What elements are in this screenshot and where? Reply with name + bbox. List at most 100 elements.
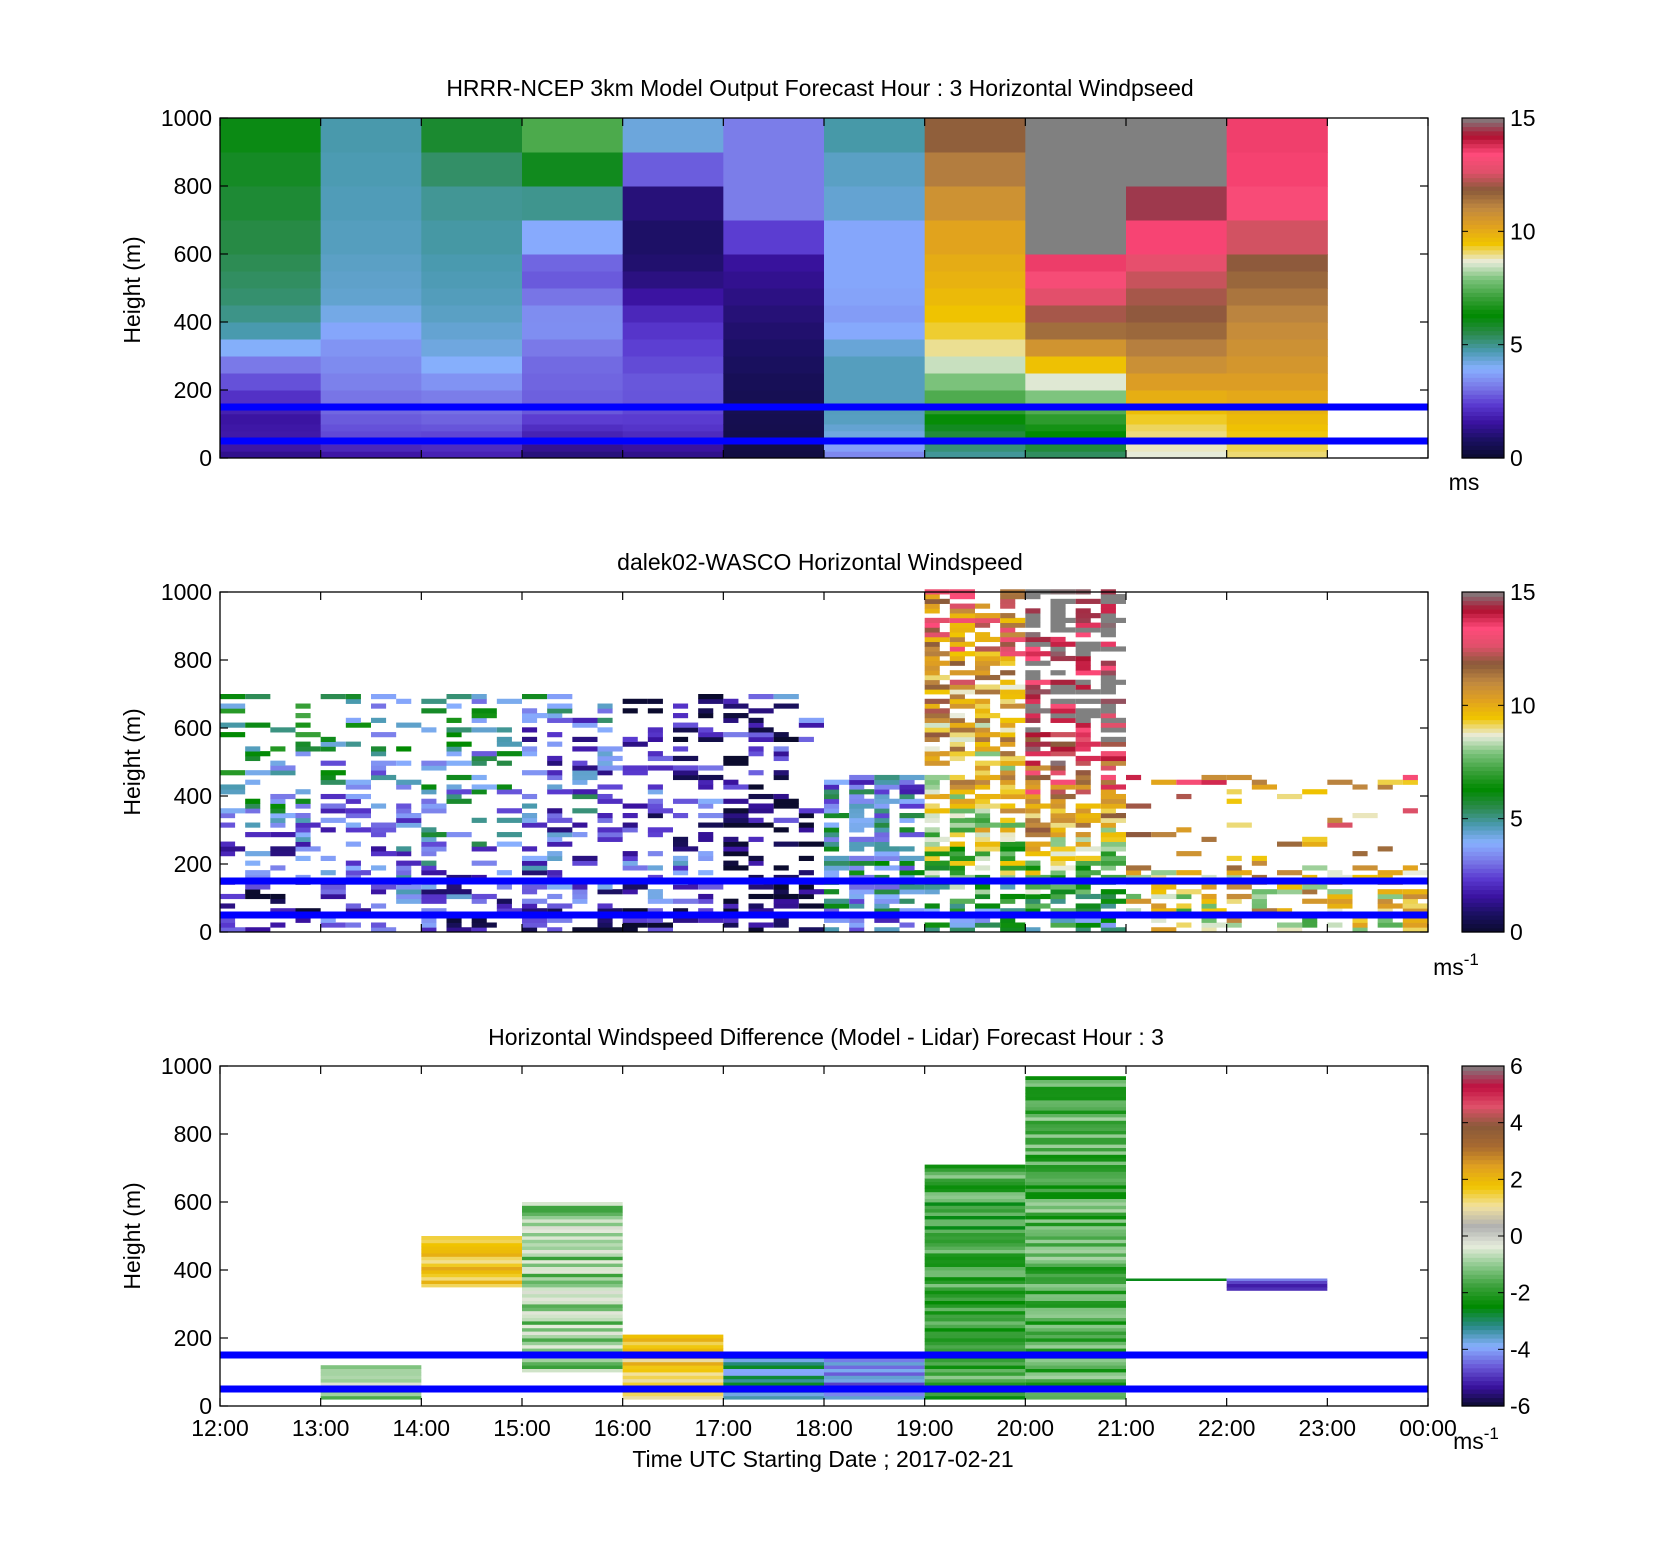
lidar-cell (421, 870, 447, 876)
lidar-cell (1151, 893, 1177, 900)
lidar-cell (270, 803, 286, 809)
colorbar-swatch (1462, 1138, 1504, 1144)
difference-cell (924, 1310, 1026, 1315)
lidar-cell (723, 898, 739, 904)
lidar-cell (899, 817, 915, 823)
lidar-cell (522, 870, 548, 876)
model-cell (824, 373, 926, 391)
lidar-cell (798, 841, 824, 847)
panel3-unit-exp: -1 (1484, 1424, 1499, 1443)
lidar-cell (1000, 660, 1016, 666)
lidar-cell (547, 908, 563, 914)
model-cell (320, 424, 422, 432)
lidar-cell (1100, 622, 1116, 628)
colorbar-swatch (1462, 330, 1504, 336)
colorbar-swatch (1462, 923, 1504, 929)
lidar-cell (572, 855, 598, 861)
lidar-cell (723, 841, 749, 847)
colorbar-swatch (1462, 1372, 1504, 1377)
lidar-cell (975, 784, 991, 790)
colorbar-swatch (1462, 808, 1504, 814)
difference-cell (522, 1208, 623, 1213)
lidar-cell (220, 722, 246, 728)
difference-cell (522, 1212, 623, 1216)
lidar-cell (1251, 903, 1267, 909)
lidar-cell (295, 746, 321, 752)
lidar-cell (949, 613, 975, 619)
lidar-cell (975, 851, 991, 857)
difference-cell (924, 1188, 1026, 1193)
colorbar-swatch (1462, 830, 1504, 835)
lidar-cell (899, 884, 925, 890)
difference-cell (924, 1229, 1026, 1233)
lidar-cell (975, 703, 991, 709)
model-cell (824, 390, 926, 405)
difference-cell (522, 1307, 623, 1312)
model-cell (1025, 390, 1127, 405)
lidar-cell (698, 898, 714, 904)
lidar-cell (723, 784, 749, 790)
lidar-cell (320, 827, 336, 833)
colorbar-swatch (1462, 1312, 1504, 1318)
lidar-cell (446, 746, 462, 752)
lidar-cell (572, 793, 598, 800)
lidar-cell (471, 784, 497, 790)
lidar-cell (597, 708, 613, 714)
lidar-cell (748, 727, 774, 733)
colorbar-swatch (1462, 1087, 1504, 1093)
lidar-cell (220, 813, 236, 819)
model-cell (220, 305, 322, 323)
x-tick-label: 16:00 (594, 1415, 652, 1441)
lidar-cell (1050, 770, 1066, 776)
lidar-cell (345, 698, 361, 704)
lidar-cell (647, 784, 663, 790)
lidar-cell (924, 622, 940, 628)
model-cell (924, 322, 1026, 340)
model-cell (1126, 451, 1228, 459)
model-cell (320, 322, 422, 340)
lidar-cell (949, 813, 965, 819)
lidar-cell (647, 917, 663, 923)
lidar-cell (899, 827, 915, 833)
colorbar-swatch (1462, 1295, 1504, 1301)
colorbar-tick-label: 15 (1510, 579, 1536, 605)
difference-cell (421, 1259, 522, 1264)
difference-cell (522, 1358, 623, 1363)
lidar-cell (1100, 836, 1126, 842)
difference-cell (622, 1358, 724, 1363)
lidar-cell (421, 760, 447, 766)
lidar-cell (1176, 922, 1192, 928)
lidar-cell (1025, 622, 1041, 628)
colorbar-swatch (1462, 1168, 1504, 1173)
lidar-cell (647, 893, 663, 900)
colorbar-swatch (1462, 1134, 1504, 1139)
model-cell (421, 254, 523, 272)
lidar-cell (1377, 784, 1393, 790)
lidar-cell (975, 727, 991, 733)
difference-cell (924, 1239, 1026, 1244)
lidar-cell (295, 836, 311, 842)
lidar-cell (496, 817, 522, 823)
lidar-cell (1100, 855, 1126, 861)
lidar-cell (1176, 893, 1192, 900)
lidar-cell (1025, 874, 1051, 881)
difference-cell (924, 1307, 1026, 1312)
lidar-cell (647, 851, 663, 857)
lidar-cell (849, 798, 875, 804)
lidar-cell (1050, 855, 1076, 861)
lidar-cell (673, 884, 699, 890)
lidar-cell (949, 827, 975, 833)
lidar-cell (824, 841, 840, 847)
lidar-cell (1377, 922, 1403, 928)
colorbar-swatch (1462, 868, 1504, 874)
lidar-cell (622, 822, 638, 828)
lidar-cell (471, 708, 497, 714)
difference-cell (1025, 1144, 1126, 1148)
lidar-cell (1050, 922, 1076, 928)
model-cell (522, 444, 624, 452)
lidar-cell (1050, 679, 1076, 685)
lidar-cell (1402, 893, 1428, 900)
lidar-cell (698, 784, 714, 790)
lidar-cell (345, 860, 361, 866)
lidar-cell (1075, 922, 1101, 928)
